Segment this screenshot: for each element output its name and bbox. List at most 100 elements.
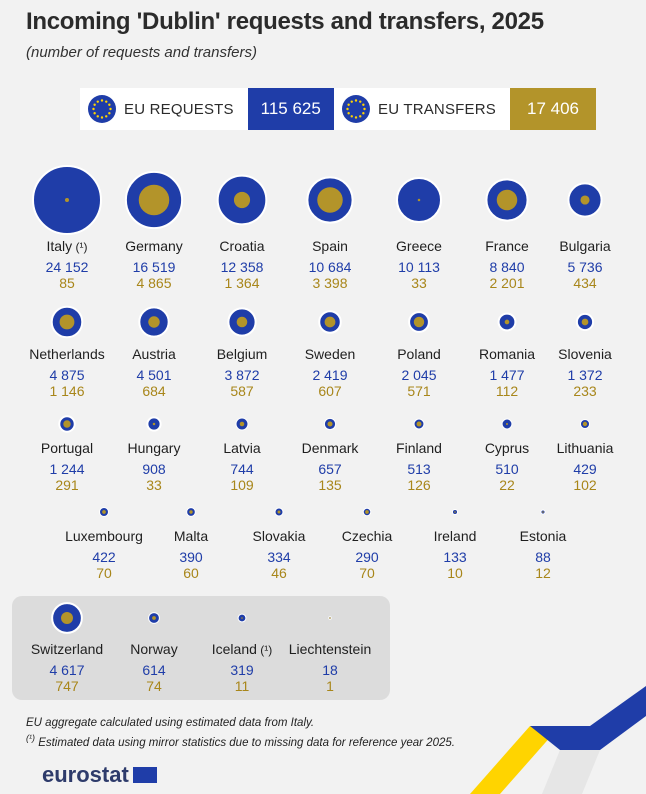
country-name: Ireland	[400, 528, 510, 544]
transfers-bubble	[504, 319, 510, 325]
bubble-finland	[413, 418, 425, 430]
transfers-bubble	[365, 510, 369, 514]
country-name-text: Netherlands	[29, 346, 105, 362]
bubble-belgium	[227, 307, 257, 337]
transfers-value: 11	[234, 678, 250, 694]
requests-value: 18	[322, 662, 338, 678]
country-name-text: Slovenia	[558, 346, 612, 362]
country-name-text: Luxembourg	[65, 528, 143, 544]
eu-transfers-kpi: EU TRANSFERS 17 406	[334, 88, 596, 130]
transfers-bubble	[138, 184, 170, 216]
eu-flag-icon	[342, 95, 370, 123]
eu-transfers-label: EU TRANSFERS	[378, 100, 496, 118]
bubble-austria	[138, 306, 170, 338]
country-name-text: Bulgaria	[559, 238, 611, 254]
country-footnote-marker: (¹)	[72, 240, 88, 254]
transfers-bubble	[189, 510, 193, 514]
bubble-malta	[186, 507, 196, 517]
country-name-text: Estonia	[519, 528, 567, 544]
transfers-bubble	[416, 421, 422, 427]
transfers-value: 112	[495, 383, 519, 399]
country-name-text: Poland	[397, 346, 441, 362]
requests-value: 4 875	[49, 367, 85, 383]
bubble-netherlands	[50, 305, 84, 339]
country-name-text: Cyprus	[484, 440, 530, 456]
bubble-cyprus	[501, 418, 513, 430]
requests-value: 24 152	[45, 259, 89, 275]
country-name: Portugal	[12, 440, 122, 456]
bubble-latvia	[235, 417, 249, 431]
transfers-bubble	[277, 510, 281, 514]
transfers-bubble	[580, 195, 590, 205]
bubble-sweden	[318, 310, 342, 334]
transfers-value: 85	[59, 275, 75, 291]
requests-value: 614	[142, 662, 166, 678]
transfers-bubble	[152, 422, 156, 426]
country-name-text: Malta	[173, 528, 209, 544]
requests-value: 390	[179, 549, 203, 565]
bubble-czechia	[362, 507, 372, 517]
requests-value: 10 113	[398, 259, 440, 275]
eu-requests-value: 115 625	[247, 88, 334, 130]
country-name-text: Ireland	[433, 528, 477, 544]
transfers-bubble	[63, 420, 71, 428]
country-name: Latvia	[187, 440, 297, 456]
bubble-slovenia	[575, 312, 595, 332]
transfers-bubble	[542, 511, 544, 513]
country-name: Netherlands	[12, 346, 122, 362]
transfers-value: 70	[359, 565, 375, 581]
requests-value: 1 477	[489, 367, 525, 383]
country-name: Cyprus	[452, 440, 562, 456]
transfers-bubble	[233, 191, 251, 209]
country-name: Liechtenstein	[275, 641, 385, 657]
country-name-text: Croatia	[219, 238, 265, 254]
requests-value: 16 519	[132, 259, 176, 275]
country-name-text: Spain	[312, 238, 348, 254]
transfers-bubble	[236, 316, 248, 328]
footnotes: EU aggregate calculated using estimated …	[26, 716, 455, 751]
eu-requests-label: EU REQUESTS	[124, 100, 234, 118]
bubble-portugal	[58, 415, 76, 433]
country-name-text: Denmark	[301, 440, 359, 456]
bubble-poland	[408, 311, 430, 333]
country-name: Czechia	[312, 528, 422, 544]
country-name: Luxembourg	[49, 528, 159, 544]
transfers-value: 33	[411, 275, 427, 291]
transfers-value: 74	[146, 678, 162, 694]
bubble-luxembourg	[99, 507, 109, 517]
country-name: Italy (¹)	[12, 238, 122, 254]
country-name: France	[452, 238, 562, 254]
requests-value: 2 045	[401, 367, 437, 383]
transfers-value: 291	[55, 477, 79, 493]
bubble-croatia	[216, 174, 268, 226]
country-name: Greece	[364, 238, 474, 254]
transfers-value: 684	[142, 383, 166, 399]
eurostat-logo-text: eurostat	[42, 762, 129, 787]
transfers-bubble	[317, 187, 343, 213]
requests-value: 334	[267, 549, 291, 565]
transfers-value: 22	[499, 477, 515, 493]
footnote-2-text: Estimated data using mirror statistics d…	[35, 736, 455, 749]
requests-value: 319	[230, 662, 254, 678]
country-name-text: Slovakia	[252, 528, 306, 544]
country-name-text: Norway	[130, 641, 178, 657]
bubble-switzerland	[51, 602, 83, 634]
country-name: Belgium	[187, 346, 297, 362]
transfers-value: 109	[230, 477, 254, 493]
transfers-value: 12	[535, 565, 551, 581]
transfers-value: 135	[318, 477, 342, 493]
country-name: Iceland (¹)	[187, 641, 297, 657]
transfers-bubble	[241, 617, 243, 619]
country-name: Hungary	[99, 440, 209, 456]
transfers-value: 2 201	[489, 275, 525, 291]
bubble-bulgaria	[567, 182, 603, 218]
requests-value: 510	[495, 461, 519, 477]
country-name: Malta	[136, 528, 246, 544]
country-name-text: Finland	[396, 440, 442, 456]
country-name-text: Portugal	[40, 440, 94, 456]
country-name-text: France	[485, 238, 529, 254]
transfers-value: 126	[407, 477, 431, 493]
country-name: Norway	[99, 641, 209, 657]
requests-value: 133	[443, 549, 467, 565]
